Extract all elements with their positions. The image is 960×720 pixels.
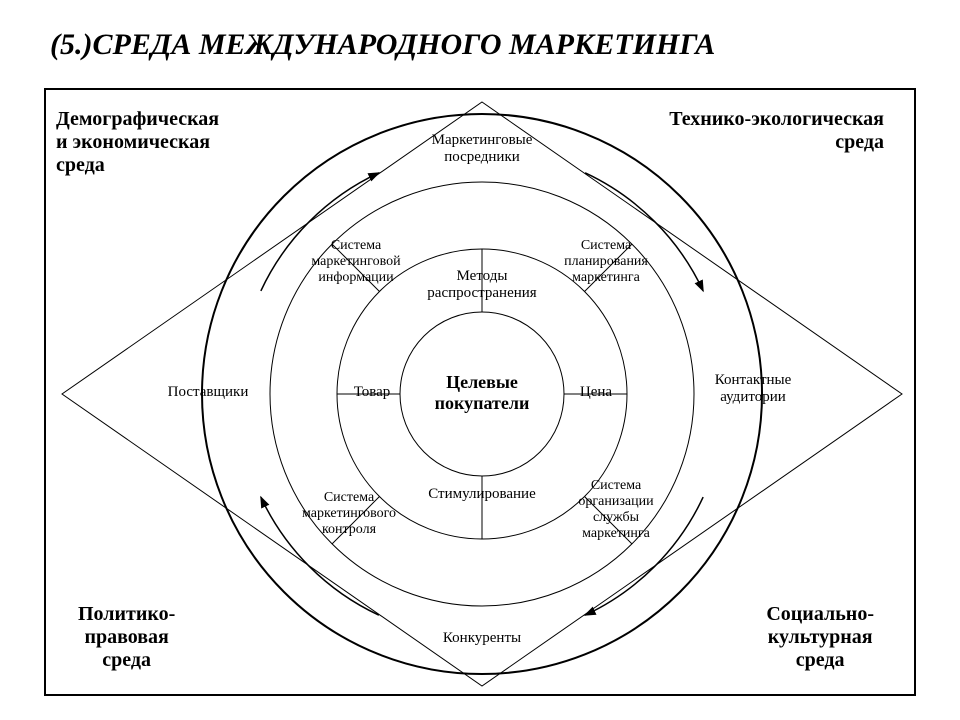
outer-label-left: Поставщики bbox=[158, 384, 258, 401]
page-title: (5.)СРЕДА МЕЖДУНАРОДНОГО МАРКЕТИНГА bbox=[50, 28, 715, 62]
ring2-label-right: Цена bbox=[566, 384, 626, 401]
ring2-label-top: Методыраспространения bbox=[402, 268, 562, 303]
outer-label-bottom: Конкуренты bbox=[402, 630, 562, 647]
corner-label-top-left: Демографическаяи экономическаясреда bbox=[56, 108, 219, 177]
outer-label-right: Контактныеаудитории bbox=[698, 372, 808, 407]
corner-label-top-right: Технико-экологическаясреда bbox=[669, 108, 884, 154]
ring2-label-left: Товар bbox=[342, 384, 402, 401]
diagram-frame: Демографическаяи экономическаясреда Техн… bbox=[44, 88, 916, 696]
corner-label-bottom-left: Политико-правоваясреда bbox=[78, 603, 175, 672]
outer-label-top: Маркетинговыепосредники bbox=[402, 132, 562, 167]
ring3-label-bottom-right: Системаорганизациислужбымаркетинга bbox=[546, 478, 686, 542]
center-label: Целевыепокупатели bbox=[402, 372, 562, 413]
ring2-label-bottom: Стимулирование bbox=[402, 486, 562, 503]
corner-label-bottom-right: Социально-культурнаясреда bbox=[766, 603, 874, 672]
